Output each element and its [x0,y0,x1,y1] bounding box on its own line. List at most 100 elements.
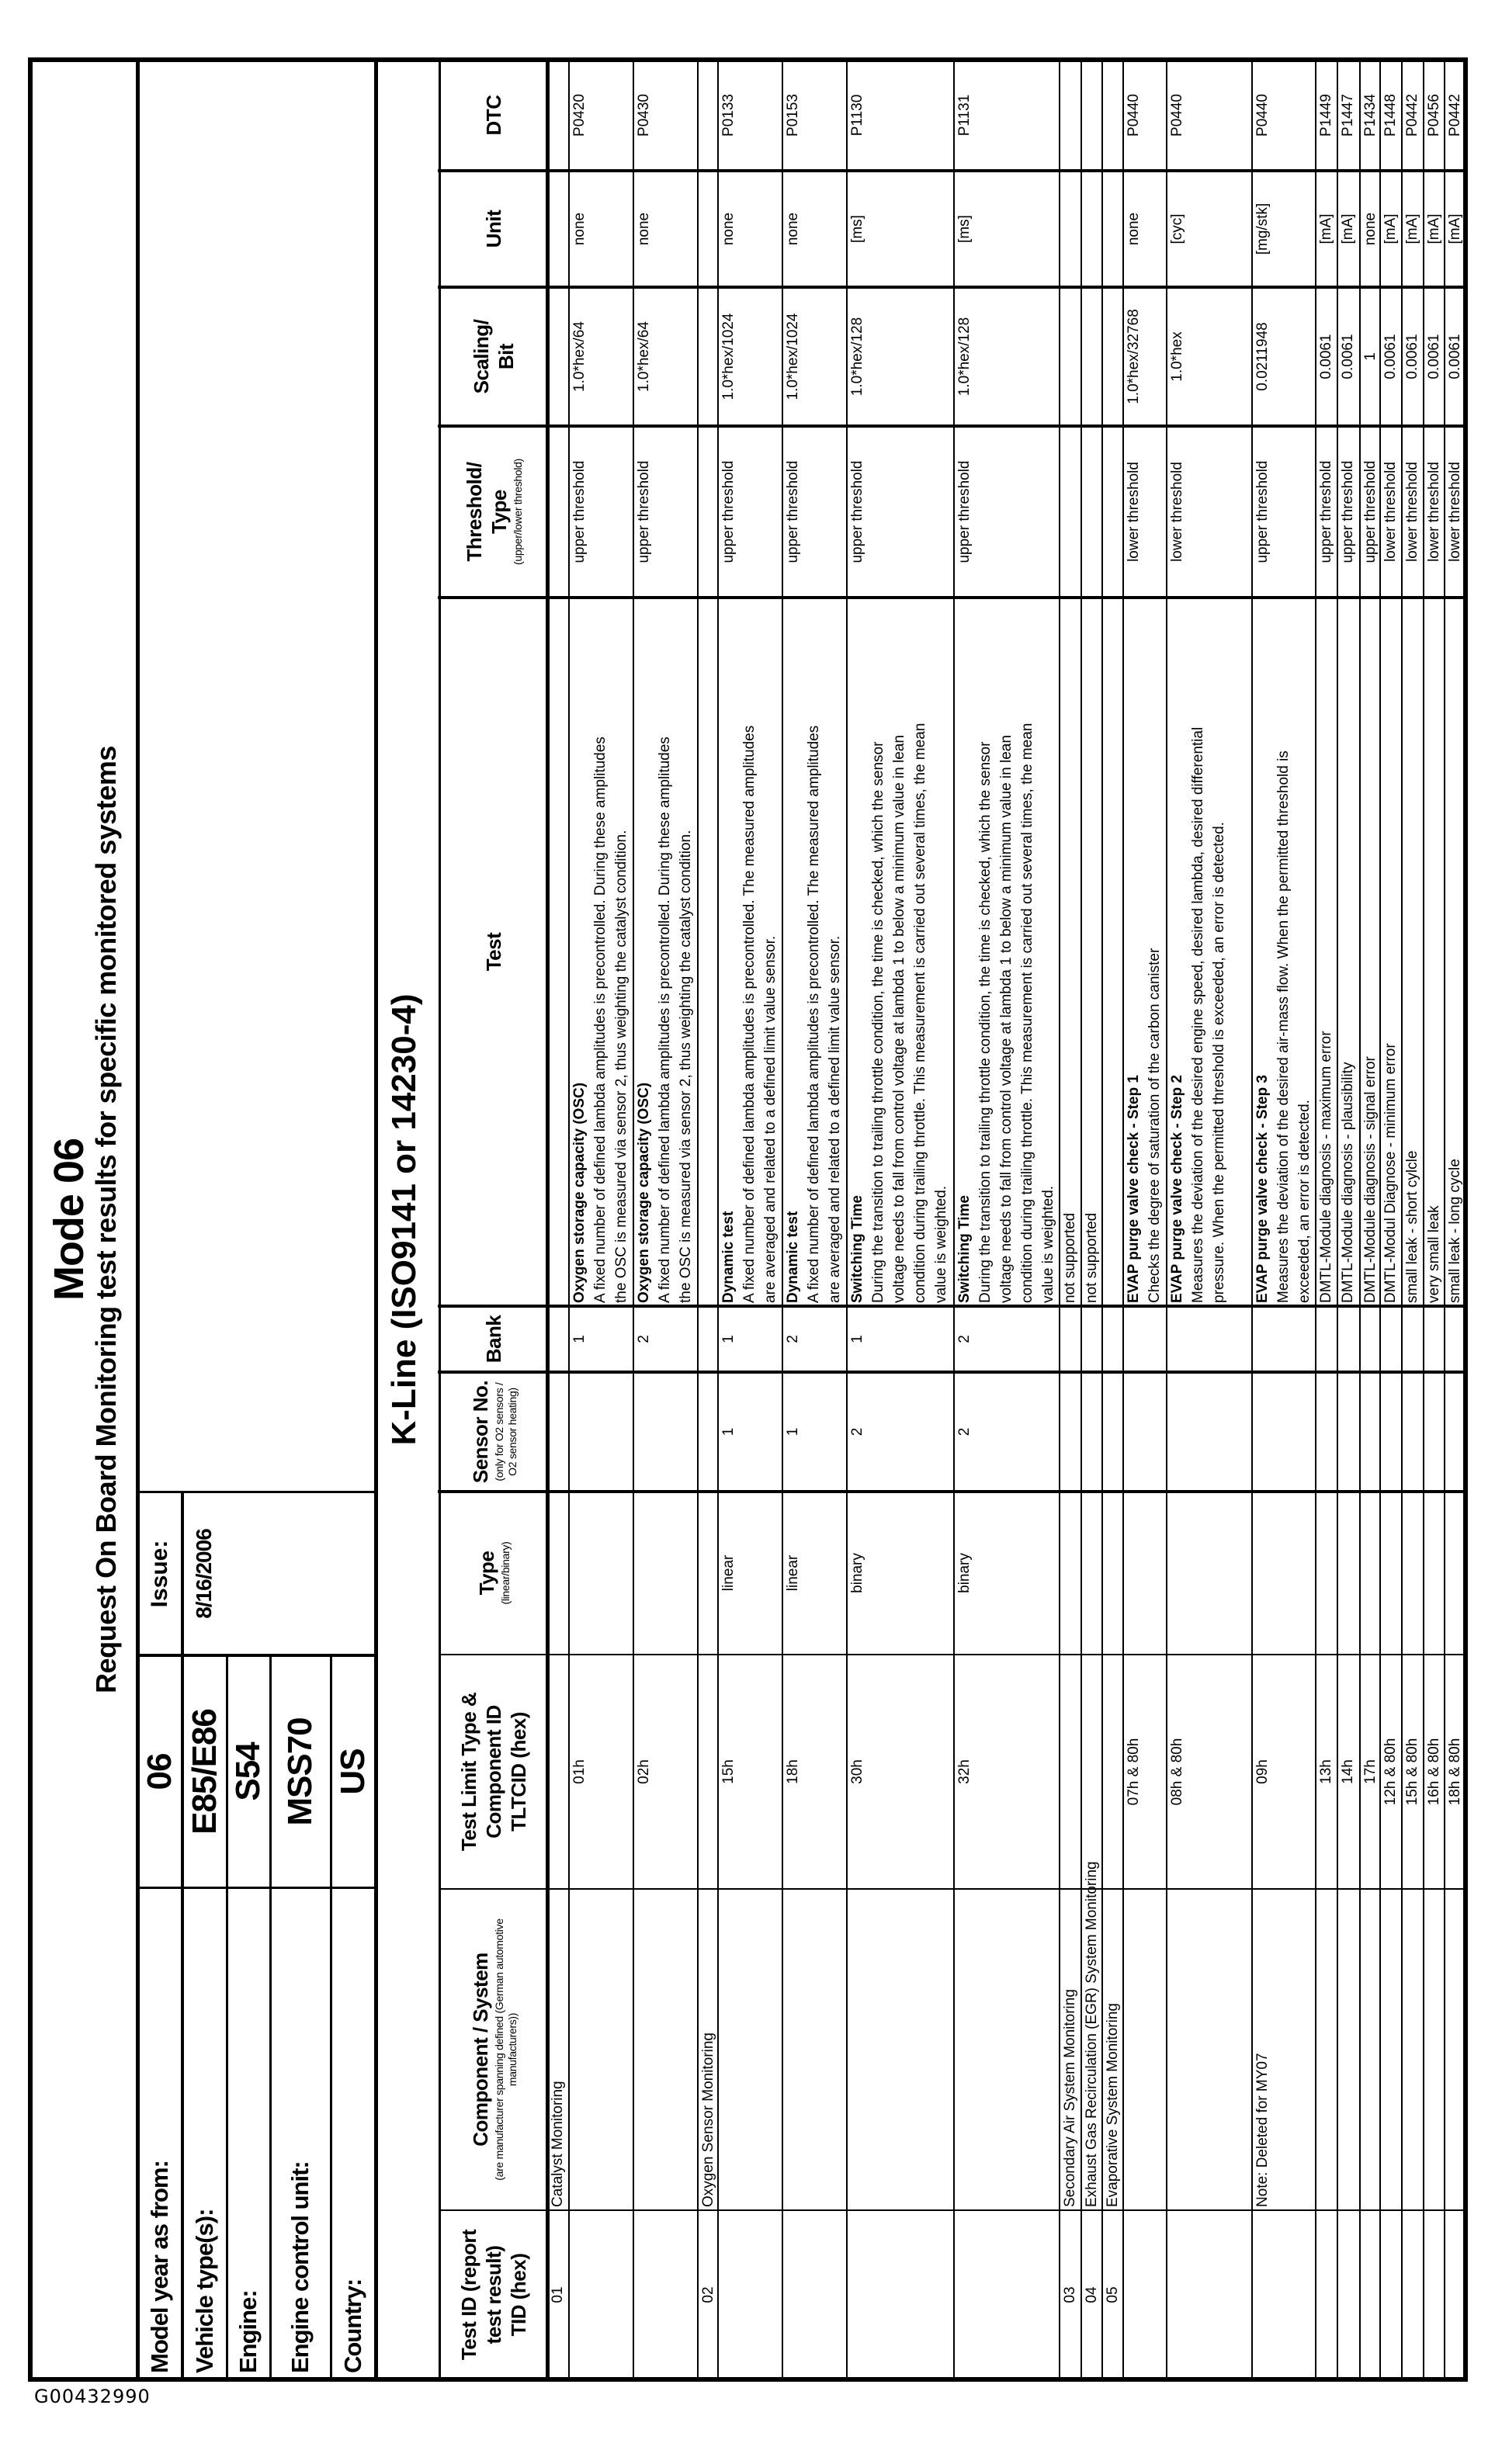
grid-line [439,1654,1466,1655]
cell-dtc: P1130 [849,94,865,137]
info-value: S54 [229,1742,267,1801]
cell-dtc: P0420 [571,94,588,137]
test-description-line: DMTL-Module diagnosis - maximum error [1318,1031,1334,1303]
cell-threshold: lower threshold [1382,462,1399,562]
column-header-threshold-type: Threshold/Type (upper/lower threshold) [439,426,547,598]
info-value: US [334,1748,372,1795]
cell-sensor: 1 [720,1427,737,1436]
cell-unit: none [785,212,801,246]
page-title: Mode 06 [46,1138,92,1301]
column-header-note: (linear/binary) [499,1541,512,1605]
cell-tltcid: 07h & 80h [1126,1738,1142,1806]
test-title: EVAP purge valve check - Step 1 [1126,1075,1142,1303]
cell-bank: 1 [720,1335,737,1343]
cell-test: small leak - long cycle [1445,598,1466,1306]
cell-unit: [ms] [849,215,865,243]
cell-tid: 03 [1062,2286,1078,2303]
cell-type: binary [849,1553,865,1593]
column-header-label: Test ID (report [456,2229,480,2361]
test-description-line: voltage needs to fall from control volta… [891,735,907,1303]
test-title: Oxygen storage capacity (OSC) [636,1082,652,1303]
grid-line [438,286,1467,289]
cell-bank: 1 [849,1335,865,1343]
test-description-line: voltage needs to fall from control volta… [998,735,1015,1303]
test-description-line: the OSC is measured via sensor 2, thus w… [678,830,694,1303]
test-description-line: condition during trailing throttle. This… [912,723,928,1303]
cell-scaling: 1.0*hex/1024 [720,313,737,400]
cell-dtc: P0440 [1254,94,1271,137]
cell-test: Dynamic test A fixed number of defined la… [782,598,845,1306]
column-header-tltcid: Test Limit Type & Component ID TLTCID (hex… [439,1655,547,1889]
cell-test: Switching Time During the transition to t… [847,598,952,1306]
column-header-sensor-no: Sensor No. (only for O2 sensors / O2 sens… [439,1372,547,1492]
cell-dtc: P0153 [785,94,801,137]
cell-sensor: 2 [956,1427,973,1436]
cell-sensor: 1 [785,1427,801,1436]
issue-label: Issue: [147,1540,172,1608]
info-label: Vehicle type(s): [190,2209,218,2373]
test-description-line: pressure. When the permitted threshold i… [1211,822,1227,1303]
info-value: 06 [140,1753,179,1790]
cell-test: Dynamic test A fixed number of defined la… [718,598,781,1306]
cell-bank: 2 [956,1335,973,1343]
cell-threshold: upper threshold [1254,460,1271,563]
column-header-label: Test [481,932,505,972]
cell-test: not supported [1060,598,1080,1306]
column-header-bank: Bank [439,1306,547,1372]
cell-tltcid: 13h [1318,1759,1334,1784]
column-header-label: Type [487,490,511,534]
column-header-unit: Unit [439,171,547,287]
cell-component: Catalyst Monitoring [550,2081,566,2207]
test-description-line: not supported [1084,1212,1100,1303]
test-description-line: the OSC is measured via sensor 2, thus w… [613,830,630,1303]
test-description-line: DMTL-Module diagnosis - signal error [1362,1056,1379,1303]
cell-threshold: upper threshold [1362,460,1379,563]
cell-test: very small leak [1424,598,1445,1306]
info-label: Model year as from: [146,2161,173,2373]
cell-bank: 2 [785,1335,801,1343]
test-description-line: A fixed number of defined lambda amplitu… [741,725,758,1303]
cell-dtc: P0440 [1169,94,1185,137]
cell-unit: [mA] [1426,213,1442,244]
cell-unit: none [720,212,737,246]
test-title: EVAP purge valve check - Step 3 [1254,1075,1271,1303]
cell-component: Note: Deleted for MY07 [1254,2053,1271,2207]
info-label: Engine control unit: [286,2161,314,2373]
cell-threshold: upper threshold [636,460,652,563]
test-description-line: condition during trailing throttle. This… [1019,723,1035,1303]
test-title: EVAP purge valve check - Step 2 [1169,1075,1185,1303]
info-label: Engine: [234,2290,262,2373]
column-header-label: Test Limit Type & [456,1692,480,1852]
test-description-line: During the transition to trailing thrott… [870,741,886,1303]
issue-date: 8/16/2006 [192,1529,216,1619]
cell-test: DMTL-Module diagnosis - plausibility [1337,598,1358,1306]
cell-dtc: P1449 [1318,94,1334,137]
cell-dtc: P0456 [1426,94,1442,137]
cell-unit: [cyc] [1169,213,1185,244]
cell-tid: 05 [1105,2286,1121,2303]
cell-dtc: P0133 [720,94,737,137]
cell-tltcid: 30h [849,1759,865,1784]
cell-sensor: 2 [849,1427,865,1436]
cell-scaling: 0.0061 [1340,334,1356,379]
cell-dtc: P0430 [636,94,652,137]
cell-dtc: P1131 [956,94,973,137]
cell-threshold: lower threshold [1447,462,1463,562]
grid-line [438,1371,1467,1374]
cell-threshold: upper threshold [785,460,801,563]
cell-type: linear [720,1554,737,1592]
cell-scaling: 1.0*hex [1169,331,1185,382]
grid-line [136,1491,377,1494]
cell-test: small leak - short cylcle [1402,598,1423,1306]
test-description-line: are averaged and related to a defined li… [762,935,779,1303]
cell-tltcid: 15h & 80h [1404,1738,1420,1806]
column-header-label: TID (hex) [506,2253,530,2337]
grid-line [438,425,1467,428]
cell-unit: none [571,212,588,246]
cell-test: EVAP purge valve check - Step 2 Measures … [1167,598,1230,1306]
protocol-heading: K-Line (ISO9141 or 14230-4) [385,993,423,1446]
cell-dtc: P1447 [1340,94,1356,137]
cell-scaling: 0.0061 [1447,334,1463,379]
cell-unit: [mA] [1318,213,1334,244]
cell-tltcid: 09h [1254,1759,1271,1784]
